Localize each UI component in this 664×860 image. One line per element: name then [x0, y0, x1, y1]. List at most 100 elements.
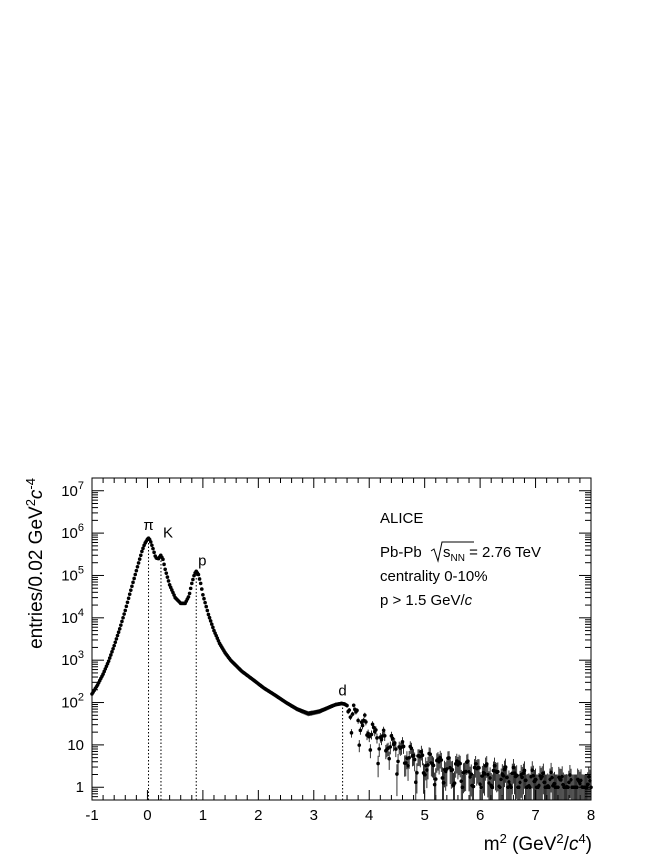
- data-point: [364, 720, 368, 724]
- x-tick-label: 1: [199, 807, 207, 824]
- data-point: [129, 588, 133, 592]
- y-axis-ticks: 1 10 102 103 104 105 106 107: [61, 477, 591, 801]
- data-point: [197, 577, 202, 581]
- peak-label: p: [198, 552, 206, 569]
- data-point: [347, 708, 352, 712]
- legend-experiment: ALICE: [380, 510, 423, 527]
- data-point: [136, 561, 141, 565]
- x-tick-label: 3: [310, 807, 318, 824]
- data-point: [390, 736, 395, 741]
- data-point: [401, 744, 406, 749]
- data-point: [131, 580, 135, 585]
- data-point: [357, 743, 362, 747]
- data-point: [112, 643, 116, 648]
- data-point: [124, 604, 129, 609]
- data-point: [115, 633, 120, 638]
- data-point: [127, 592, 132, 596]
- peak-label: K: [163, 525, 173, 542]
- data-point: [187, 591, 192, 596]
- data-point: [206, 612, 211, 617]
- legend-momentum-cut: p > 1.5 GeV/c: [380, 592, 473, 609]
- data-point: [125, 600, 130, 605]
- data-point: [111, 646, 115, 651]
- data-point: [119, 623, 123, 627]
- data-point: [203, 600, 207, 605]
- data-point: [368, 748, 373, 752]
- data-point: [150, 543, 154, 548]
- data-point: [207, 615, 212, 620]
- data-point: [148, 540, 153, 544]
- data-point: [161, 557, 165, 562]
- data-point: [186, 595, 191, 599]
- x-tick-label: 2: [254, 807, 262, 824]
- data-point: [349, 731, 354, 735]
- data-point: [166, 579, 171, 583]
- data-point: [109, 653, 113, 657]
- data-point: [348, 715, 353, 719]
- data-point: [356, 718, 360, 723]
- data-point: [121, 615, 125, 620]
- data-point: [375, 736, 379, 740]
- data-point: [345, 703, 349, 708]
- data-point: [388, 745, 393, 749]
- data-point: [152, 550, 156, 555]
- data-point: [409, 746, 414, 751]
- data-point: [376, 761, 380, 766]
- legend-system-line: Pb-Pb sNN = 2.76 TeV: [380, 541, 541, 564]
- data-point: [162, 562, 166, 567]
- data-point: [190, 581, 194, 586]
- data-point: [120, 619, 124, 624]
- data-point: [387, 756, 391, 761]
- x-tick-label: 7: [531, 807, 539, 824]
- data-point: [426, 763, 430, 767]
- data-point: [201, 592, 205, 597]
- data-point: [431, 763, 436, 768]
- data-point: [163, 567, 167, 572]
- data-point: [450, 767, 455, 772]
- data-point: [369, 732, 374, 737]
- data-point: [351, 703, 356, 708]
- data-point: [382, 734, 387, 738]
- x-tick-label: -1: [85, 807, 98, 824]
- data-point: [110, 650, 114, 654]
- data-point: [198, 581, 203, 586]
- data-point: [458, 761, 462, 766]
- y-tick-label: 106: [61, 522, 84, 542]
- data-point: [140, 549, 144, 554]
- y-tick-label: 104: [61, 607, 84, 627]
- data-point: [135, 564, 140, 569]
- data-point: [151, 546, 155, 551]
- data-point: [433, 777, 438, 781]
- y-tick-label: 1: [76, 779, 84, 796]
- data-point: [130, 584, 134, 589]
- svg-text:sNN = 2.76 TeV: sNN = 2.76 TeV: [443, 544, 541, 564]
- data-point: [137, 557, 142, 561]
- data-point: [202, 596, 206, 601]
- data-point: [381, 728, 386, 733]
- peak-labels: π Kp d: [143, 517, 346, 699]
- data-point: [204, 604, 209, 609]
- y-tick-label: 10: [67, 737, 84, 754]
- data-point: [208, 619, 213, 623]
- data-point: [113, 640, 118, 645]
- data-point: [138, 553, 143, 558]
- data-point: [199, 587, 204, 591]
- data-point: [412, 757, 417, 762]
- data-point: [116, 630, 121, 634]
- legend-centrality: centrality 0-10%: [380, 568, 488, 585]
- data-point: [165, 575, 170, 579]
- data-point: [196, 572, 201, 577]
- data-point: [394, 747, 398, 751]
- data-point: [126, 596, 131, 601]
- data-point: [415, 771, 419, 775]
- data-point: [134, 568, 139, 573]
- data-point: [132, 576, 136, 581]
- plot-frame: [91, 477, 592, 801]
- data-point: [164, 571, 169, 575]
- data-point: [209, 622, 214, 626]
- data-point: [452, 781, 457, 785]
- data-point: [396, 759, 400, 764]
- x-tick-label: 4: [365, 807, 373, 824]
- x-tick-label: 0: [143, 807, 151, 824]
